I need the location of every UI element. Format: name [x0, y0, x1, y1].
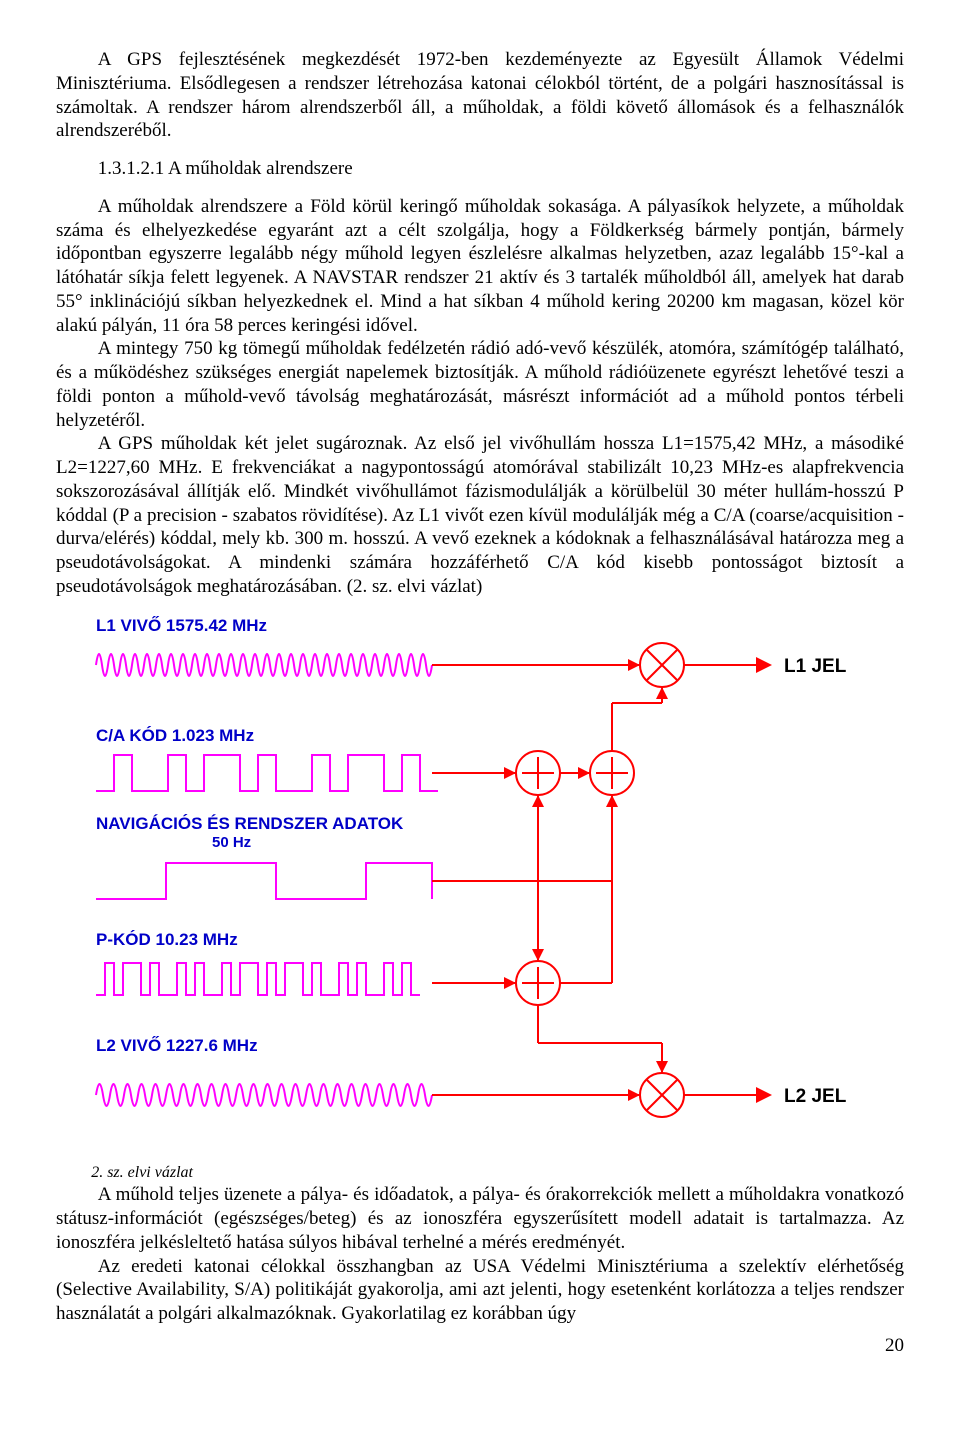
waveform-pcode: [96, 963, 420, 995]
paragraph-6: Az eredeti katonai célokkal összhangban …: [56, 1255, 904, 1326]
section-heading: 1.3.1.2.1 A műholdak alrendszere: [56, 157, 904, 181]
waveform-nav: [96, 863, 432, 899]
paragraph-2: A műholdak alrendszere a Föld körül keri…: [56, 195, 904, 338]
page-number: 20: [56, 1334, 904, 1358]
waveform-l1: [96, 654, 432, 676]
label-l1jel: L1 JEL: [784, 656, 847, 677]
waveform-l2: [96, 1084, 432, 1106]
paragraph-3: A mintegy 750 kg tömegű műholdak fedélze…: [56, 337, 904, 432]
waveform-ca: [96, 755, 438, 791]
label-l1-carrier: L1 VIVŐ 1575.42 MHz: [96, 616, 267, 635]
signal-diagram: L1 VIVŐ 1575.42 MHz L1 JEL C/A KÓD 1.023…: [92, 613, 904, 1160]
figure-caption: 2. sz. elvi vázlat: [56, 1163, 904, 1183]
label-l2-carrier: L2 VIVŐ 1227.6 MHz: [96, 1036, 258, 1055]
paragraph-4: A GPS műholdak két jelet sugároznak. Az …: [56, 432, 904, 598]
label-l2jel: L2 JEL: [784, 1086, 847, 1107]
paragraph-5: A műhold teljes üzenete a pálya- és időa…: [56, 1183, 904, 1254]
label-pcode: P-KÓD 10.23 MHz: [96, 930, 238, 949]
paragraph-1: A GPS fejlesztésének megkezdését 1972-be…: [56, 48, 904, 143]
label-nav: NAVIGÁCIÓS ÉS RENDSZER ADATOK: [96, 814, 404, 833]
label-nav-freq: 50 Hz: [212, 834, 251, 851]
label-ca-code: C/A KÓD 1.023 MHz: [96, 726, 254, 745]
